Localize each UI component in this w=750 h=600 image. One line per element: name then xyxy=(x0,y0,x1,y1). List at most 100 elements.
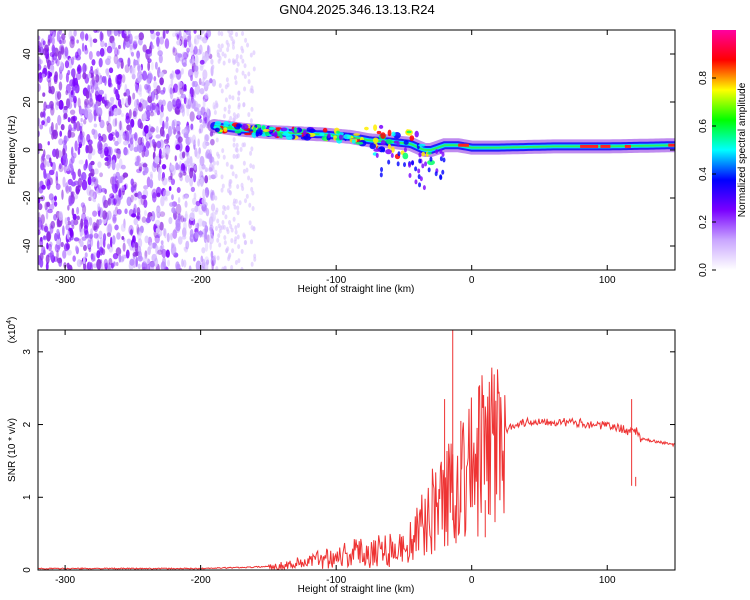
noise-blob xyxy=(204,116,208,124)
noise-blob xyxy=(65,182,69,193)
noise-blob xyxy=(62,107,68,115)
ridge-blob xyxy=(308,128,316,133)
noise-blob xyxy=(91,176,96,183)
ridge-blob xyxy=(244,132,252,136)
ridge-blob xyxy=(280,127,288,132)
noise-blob xyxy=(204,175,209,184)
noise-blob xyxy=(245,193,249,199)
noise-blob xyxy=(84,33,89,41)
ridge-blob xyxy=(408,172,412,178)
noise-blob xyxy=(70,167,75,176)
noise-blob xyxy=(193,257,196,262)
top-y-tick-label: 40 xyxy=(22,48,33,60)
noise-blob xyxy=(72,213,77,221)
noise-blob xyxy=(247,112,251,118)
noise-blob xyxy=(204,228,208,240)
ridge-blob xyxy=(293,127,298,134)
noise-blob xyxy=(164,120,169,130)
noise-blob xyxy=(83,163,87,171)
noise-blob xyxy=(131,213,137,218)
noise-blob xyxy=(236,184,240,190)
noise-blob xyxy=(223,240,227,246)
noise-blob xyxy=(136,98,139,106)
noise-blob xyxy=(56,101,62,106)
noise-blob xyxy=(139,122,144,130)
noise-blob xyxy=(71,207,75,216)
noise-blob xyxy=(58,71,63,81)
noise-blob xyxy=(51,31,56,38)
noise-blob xyxy=(49,60,55,66)
noise-blob xyxy=(145,109,151,120)
noise-blob xyxy=(162,141,168,150)
ridge-blob xyxy=(375,152,379,158)
noise-blob xyxy=(199,155,205,167)
noise-blob xyxy=(221,148,225,154)
noise-blob xyxy=(210,203,216,212)
top-x-tick-label: 100 xyxy=(599,275,616,286)
noise-blob xyxy=(224,84,228,90)
noise-blob xyxy=(169,202,175,207)
noise-blob xyxy=(116,208,122,215)
noise-blob xyxy=(127,30,131,35)
ridge-blob xyxy=(261,125,266,130)
noise-blob xyxy=(84,64,88,72)
noise-blob xyxy=(63,243,70,252)
noise-blob xyxy=(67,264,73,270)
noise-blob xyxy=(230,36,234,42)
ridge-blob xyxy=(396,140,400,146)
noise-blob xyxy=(38,229,41,236)
noise-blob xyxy=(210,138,215,146)
noise-blob xyxy=(62,38,66,44)
noise-blob xyxy=(243,73,247,79)
noise-blob xyxy=(151,253,157,260)
noise-blob xyxy=(161,177,165,182)
noise-blob xyxy=(193,38,197,45)
noise-blob xyxy=(193,45,198,55)
top-y-axis-label: Frequency (Hz) xyxy=(7,116,18,185)
noise-blob xyxy=(181,258,184,268)
top-x-axis: -300 -200 -100 0 100 xyxy=(55,30,616,286)
noise-blob xyxy=(181,151,186,159)
noise-blob xyxy=(190,98,196,109)
noise-blob xyxy=(137,238,143,248)
noise-blob xyxy=(236,222,240,228)
noise-blob xyxy=(39,252,44,261)
noise-blob xyxy=(107,223,113,234)
noise-blob xyxy=(174,155,177,162)
ridge-blob xyxy=(441,151,445,157)
noise-blob xyxy=(103,258,108,268)
noise-blob xyxy=(111,159,116,171)
ridge-blob xyxy=(303,129,307,137)
ridge-blob xyxy=(419,176,423,182)
noise-blob xyxy=(248,220,252,226)
ridge-blob xyxy=(305,133,311,138)
noise-blob xyxy=(221,183,225,189)
noise-blob xyxy=(222,113,226,119)
ridge-blob xyxy=(387,159,391,165)
noise-blob xyxy=(116,48,120,56)
noise-blob xyxy=(51,36,55,46)
noise-blob xyxy=(215,207,219,213)
noise-blob xyxy=(238,200,242,206)
noise-blob xyxy=(159,89,166,95)
noise-blob xyxy=(151,44,155,50)
noise-blob xyxy=(154,61,158,70)
noise-blob xyxy=(112,118,117,127)
noise-blob xyxy=(55,123,58,131)
noise-blob xyxy=(114,88,119,98)
noise-blob xyxy=(133,59,139,66)
ridge-blob xyxy=(439,156,443,162)
noise-blob xyxy=(90,190,96,201)
noise-blob xyxy=(53,195,57,202)
ridge-blob xyxy=(442,157,446,163)
noise-blob xyxy=(87,176,92,186)
bottom-y-tick-label: 1 xyxy=(22,494,33,500)
noise-blob xyxy=(144,235,149,244)
noise-blob xyxy=(46,231,51,242)
noise-blob xyxy=(217,52,221,58)
noise-blob xyxy=(99,172,103,178)
noise-blob xyxy=(96,187,99,195)
noise-blob xyxy=(75,245,79,252)
noise-blob xyxy=(98,57,103,68)
